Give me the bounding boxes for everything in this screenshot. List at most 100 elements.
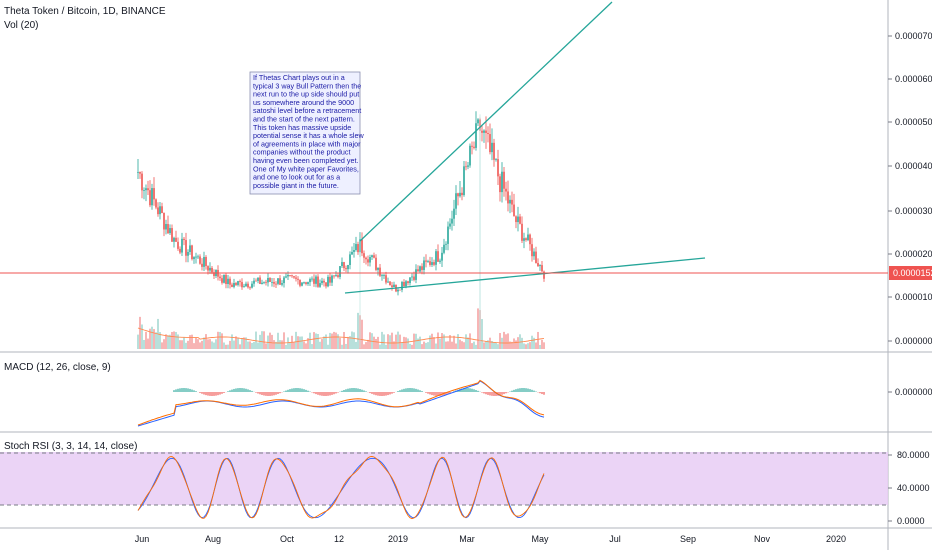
macd-histogram-bar xyxy=(533,390,535,392)
macd-histogram-bar xyxy=(535,391,537,392)
volume-bar xyxy=(513,338,515,349)
note-line: of agreements in place with major xyxy=(253,139,361,148)
candle-body xyxy=(137,171,139,173)
candle-body xyxy=(317,276,319,287)
stoch-axis[interactable]: 80.0000 40.0000 0.0000 xyxy=(888,450,930,526)
macd-histogram-bar xyxy=(483,392,485,394)
volume-bar xyxy=(283,332,285,349)
candle-body xyxy=(321,280,323,284)
volume-bar xyxy=(265,343,267,349)
candle-body xyxy=(147,188,149,191)
macd-histogram-bar xyxy=(521,388,523,392)
note-line: satoshi level before a retracement xyxy=(253,106,361,115)
time-tick-label: 2019 xyxy=(388,534,408,544)
macd-histogram-bar xyxy=(429,392,431,395)
candle-body xyxy=(415,269,417,280)
volume-bar xyxy=(303,341,305,349)
volume-bar xyxy=(509,341,511,349)
volume-bar xyxy=(397,331,399,349)
candle-body xyxy=(163,212,165,230)
volume-bar xyxy=(349,336,351,349)
macd-histogram-bar xyxy=(399,390,401,392)
volume-bar xyxy=(457,334,459,349)
macd-histogram-bar xyxy=(211,392,213,396)
candle-body xyxy=(535,251,537,263)
volume-bar xyxy=(361,319,363,349)
candle-body xyxy=(311,278,313,280)
candle-body xyxy=(271,281,273,283)
candle-body xyxy=(213,272,215,277)
volume-bar xyxy=(275,341,277,349)
volume-bar xyxy=(203,337,205,349)
candle-body xyxy=(405,281,407,287)
candle-body xyxy=(319,283,321,287)
volume-bar xyxy=(535,342,537,349)
macd-histogram-bar xyxy=(505,392,507,394)
macd-histogram-bar xyxy=(187,388,189,392)
macd-histogram-bar xyxy=(393,392,395,393)
macd-label: MACD (12, 26, close, 9) xyxy=(4,362,111,373)
volume-bar xyxy=(167,335,169,349)
volume-bar xyxy=(341,344,343,349)
candle-body xyxy=(281,283,283,285)
candle-body xyxy=(537,262,539,267)
macd-histogram-bar xyxy=(251,390,253,392)
volume-bar xyxy=(323,336,325,349)
macd-histogram-bar xyxy=(317,392,319,395)
candle-body xyxy=(277,278,279,284)
volume-bar xyxy=(469,333,471,349)
time-tick-label: Aug xyxy=(205,534,221,544)
candle-body xyxy=(285,276,287,278)
macd-histogram-bar xyxy=(257,392,259,394)
volume-bar xyxy=(223,342,225,349)
volume-bar xyxy=(195,337,197,349)
volume-bar xyxy=(301,336,303,349)
macd-histogram-bar xyxy=(301,388,303,392)
candle-body xyxy=(519,216,521,224)
volume-bar xyxy=(271,334,273,349)
price-axis[interactable]: 0.00007000 0.00006000 0.00005000 0.00004000… xyxy=(888,31,932,346)
upper-trendline[interactable] xyxy=(359,1,613,242)
macd-histogram-bar xyxy=(305,389,307,392)
lower-trendline[interactable] xyxy=(344,257,706,294)
macd-axis[interactable]: 0.00000000 xyxy=(888,387,932,397)
candle-body xyxy=(175,237,177,242)
candle-body xyxy=(189,245,191,252)
macd-histogram-bar xyxy=(223,392,225,393)
candle-body xyxy=(239,281,241,283)
time-tick-label: Nov xyxy=(754,534,771,544)
candle-body xyxy=(173,237,175,242)
volume-bar xyxy=(155,332,157,349)
volume-bar xyxy=(253,342,255,349)
volume-bar xyxy=(383,334,385,349)
volume-bar xyxy=(305,343,307,349)
candle-body xyxy=(477,119,479,124)
volume-bar xyxy=(201,340,203,349)
macd-histogram-bar xyxy=(243,388,245,392)
candle-body xyxy=(433,262,435,265)
time-axis[interactable]: Jun Aug Oct 12 2019 Mar May Jul Sep Nov 2020 xyxy=(135,534,846,544)
candle-body xyxy=(399,289,401,291)
macd-histogram-bar xyxy=(307,390,309,392)
candle-body xyxy=(525,238,527,241)
volume-bar xyxy=(171,331,173,349)
volume-bar xyxy=(445,341,447,349)
volume-bar xyxy=(211,341,213,349)
candle-body xyxy=(357,244,359,253)
time-tick-label: 12 xyxy=(334,534,344,544)
candle-body xyxy=(451,218,453,224)
stoch-rsi-label: Stoch RSI (3, 3, 14, 14, close) xyxy=(4,441,137,452)
macd-histogram-bar xyxy=(463,388,465,392)
signal-line xyxy=(137,379,545,426)
candle-body xyxy=(167,224,169,234)
macd-histogram-bar xyxy=(195,391,197,392)
macd-histogram-bar xyxy=(403,388,405,392)
candle-body xyxy=(157,207,159,215)
candle-body xyxy=(353,249,355,252)
price-tick-label: 0.00004000 xyxy=(895,161,932,171)
macd-histogram-bar xyxy=(361,389,363,392)
volume-bar xyxy=(487,340,489,349)
volume-bar xyxy=(247,341,249,349)
